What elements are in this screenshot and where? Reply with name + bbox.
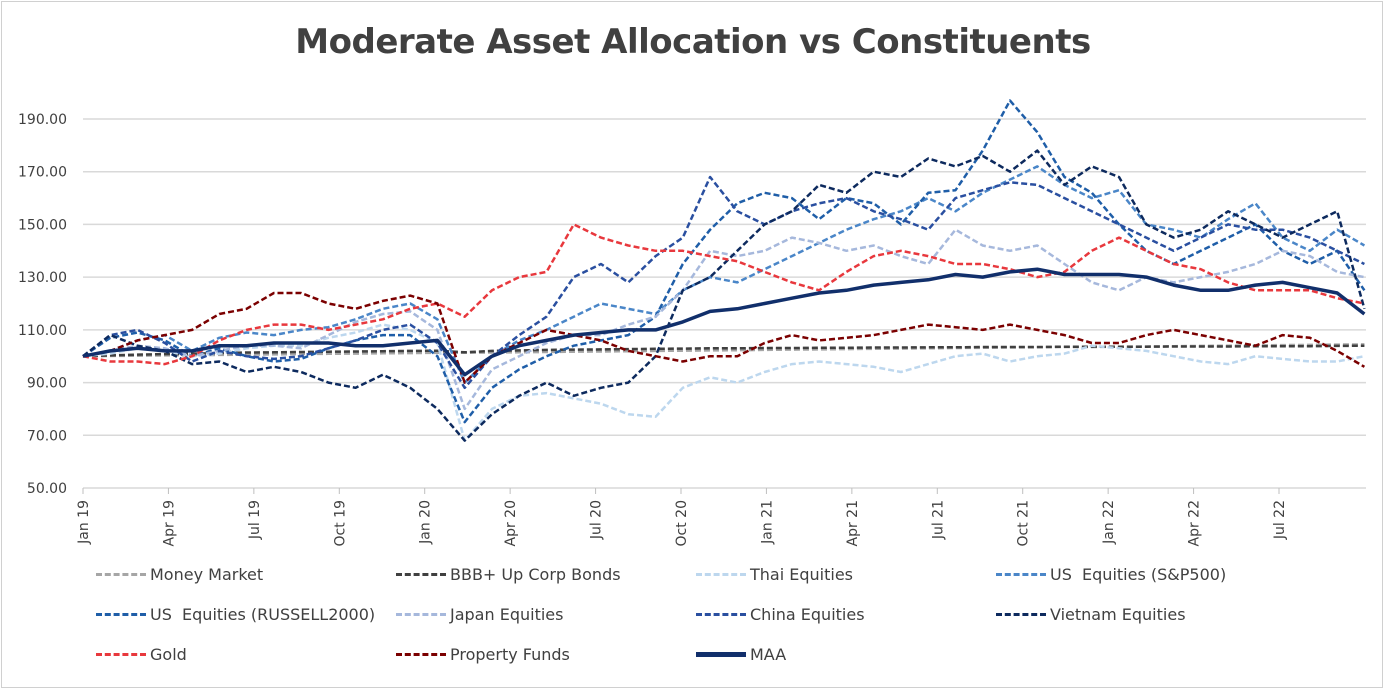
legend-swatch: [396, 613, 446, 616]
legend-item: China Equities: [696, 605, 865, 624]
series-line-gold: [82, 223, 1365, 366]
x-tick-label: Jan 22: [1101, 500, 1117, 545]
y-tick-label: 50.00: [27, 481, 67, 497]
legend-label: US Equities (RUSSELL2000): [150, 605, 376, 624]
legend-item: MAA: [696, 645, 786, 664]
x-tick-label: Jul 22: [1272, 500, 1288, 540]
x-tick-label: Jan 21: [759, 500, 775, 545]
y-tick-label: 190.00: [18, 112, 67, 128]
legend-label: US Equities (S&P500): [1050, 565, 1227, 584]
y-tick-label: 170.00: [18, 165, 67, 181]
x-tick-label: Jan 19: [76, 500, 92, 545]
legend-swatch: [696, 613, 746, 616]
legend-swatch: [96, 613, 146, 616]
legend-item: Thai Equities: [696, 565, 853, 584]
legend-item: BBB+ Up Corp Bonds: [396, 565, 621, 584]
legend-item: Japan Equities: [396, 605, 563, 624]
legend-label: Vietnam Equities: [1050, 605, 1186, 624]
series-line-money-market: [82, 343, 1365, 358]
legend-item: Gold: [96, 645, 187, 664]
y-tick-label: 90.00: [27, 376, 67, 392]
line-chart: 50.00 70.00 90.00 110.00 130.00 150.00 170.00 1…: [18, 99, 1366, 546]
x-tick-label: Jul 19: [247, 500, 263, 540]
x-tick-label: Apr 20: [503, 500, 519, 546]
legend-label: Japan Equities: [450, 605, 564, 624]
legend-item: Property Funds: [396, 645, 570, 664]
legend-item: Money Market: [96, 565, 263, 584]
x-tick-label: Apr 22: [1187, 500, 1203, 546]
y-tick-label: 130.00: [18, 270, 67, 286]
legend-label: Money Market: [150, 565, 264, 584]
x-tick-label: Oct 20: [674, 500, 690, 546]
legend-item: US Equities (S&P500): [996, 565, 1226, 584]
series-line-vietnam-equities: [82, 149, 1366, 442]
chart-title: Moderate Asset Allocation vs Constituent…: [295, 22, 1091, 62]
legend-swatch: [696, 652, 746, 657]
legend-swatch: [396, 573, 446, 576]
legend-swatch: [996, 573, 1046, 576]
series-line-bbb-up-corp-bonds: [82, 344, 1365, 358]
legend-item: Vietnam Equities: [996, 605, 1186, 624]
series-line-japan-equities: [82, 228, 1365, 411]
legend-label: BBB+ Up Corp Bonds: [450, 565, 621, 584]
legend-swatch: [96, 573, 146, 576]
series-line-thai-equities: [82, 323, 1365, 442]
series-line-property-funds: [82, 291, 1366, 384]
x-tick-label: Jul 20: [589, 500, 605, 540]
legend-label: Gold: [150, 645, 187, 664]
legend-swatch: [96, 653, 146, 656]
x-tick-label: Apr 21: [845, 500, 861, 546]
legend-label: Thai Equities: [750, 565, 853, 584]
y-tick-label: 110.00: [18, 323, 67, 339]
legend-label: China Equities: [750, 605, 865, 624]
x-tick-label: Jan 20: [418, 500, 434, 545]
legend-swatch: [396, 653, 446, 656]
legend-label: Property Funds: [450, 645, 570, 664]
x-tick-label: Oct 21: [1016, 500, 1032, 546]
series-line-maa: [82, 267, 1366, 377]
legend-swatch: [696, 573, 746, 576]
x-tick-label: Jul 21: [930, 500, 946, 540]
legend-item: US Equities (RUSSELL2000): [96, 605, 375, 624]
x-tick-label: Oct 19: [332, 500, 348, 546]
legend-label: MAA: [750, 645, 787, 664]
series-line-china-equities: [82, 175, 1365, 390]
x-tick-label: Apr 19: [161, 500, 177, 546]
series-line-us-equities-s-p500: [82, 165, 1366, 384]
y-tick-label: 70.00: [27, 428, 67, 444]
series-line-us-equities-russell2000: [82, 99, 1366, 424]
legend-swatch: [996, 613, 1046, 616]
y-tick-label: 150.00: [18, 217, 67, 233]
